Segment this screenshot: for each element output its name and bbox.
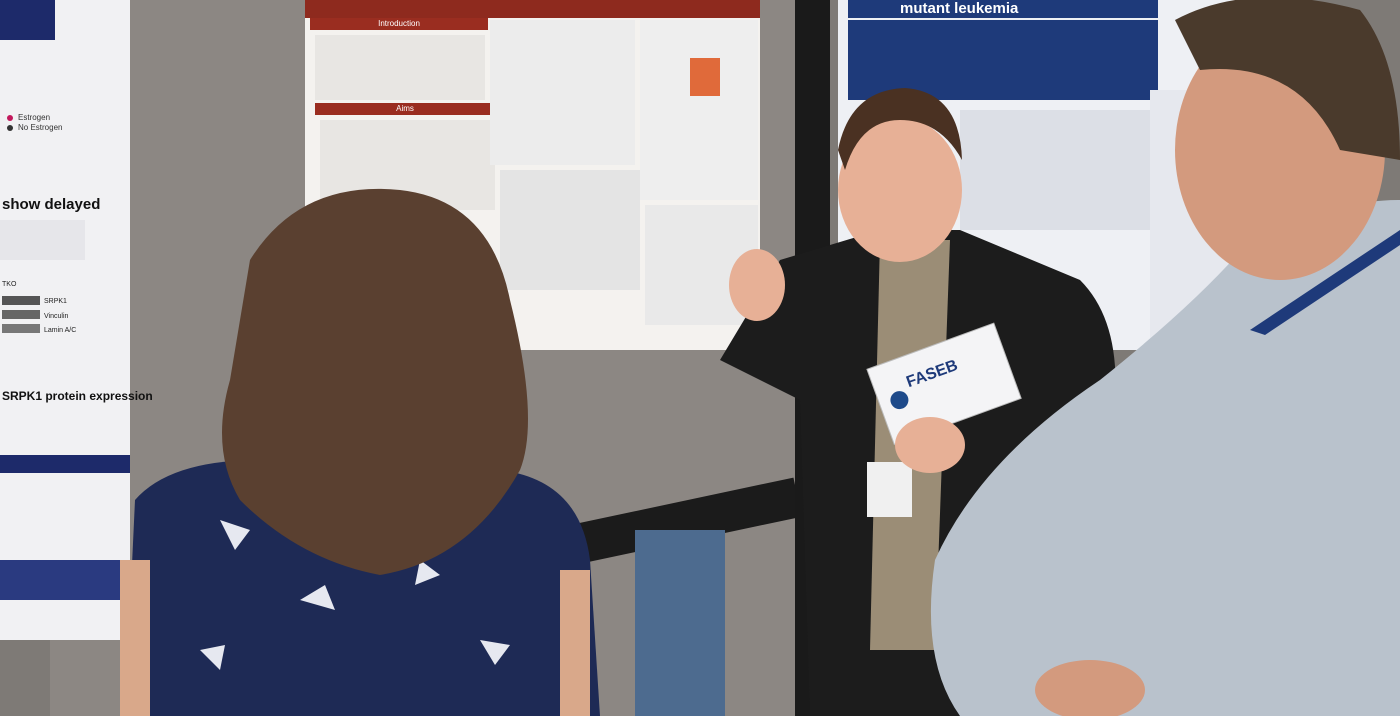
blot [2, 310, 40, 319]
section-title: Aims [396, 104, 414, 113]
section-bar [315, 103, 495, 115]
poster-band [0, 560, 130, 600]
section-title: Introduction [378, 19, 420, 28]
poster-band [0, 0, 55, 40]
legend-label: Estrogen [18, 113, 50, 122]
dress [125, 460, 600, 716]
arm [560, 570, 590, 716]
figure [960, 110, 1150, 230]
legend-dot [7, 125, 13, 131]
blot-row: Vinculin [44, 313, 68, 320]
poster-header [848, 0, 1158, 18]
folder-group: FASEB [866, 322, 1022, 446]
poster-section: SRPK1 protein expression [2, 389, 153, 403]
blot-row: Lamin A/C [44, 327, 76, 334]
hair [838, 88, 962, 170]
badge [867, 462, 912, 517]
figure [640, 20, 758, 200]
poster-heading: show delayed [2, 196, 100, 213]
logo-mark [890, 391, 909, 410]
poster-band [0, 455, 130, 473]
legs [635, 530, 725, 716]
blot [2, 324, 40, 333]
poster-header [305, 0, 760, 18]
text-block [0, 220, 85, 260]
blot-label: TKO [2, 281, 17, 288]
blot [2, 296, 40, 305]
hand [895, 417, 965, 473]
text-block [315, 35, 485, 100]
section-bar [310, 18, 488, 30]
hand [1035, 660, 1145, 716]
blot-row: SRPK1 [44, 298, 67, 305]
poster-title: mutant leukemia [900, 0, 1019, 17]
hand [729, 249, 785, 321]
folder [866, 322, 1022, 446]
shirt [930, 200, 1400, 716]
legend-label: No Estrogen [18, 123, 62, 132]
face [838, 118, 962, 262]
board-frame [578, 477, 802, 563]
figure [500, 170, 640, 290]
author-block [848, 20, 1158, 100]
legend-dot [7, 115, 13, 121]
dress-pattern [200, 520, 510, 670]
arm [120, 560, 150, 716]
left-poster [0, 0, 130, 640]
hair [222, 188, 528, 575]
heatmap [690, 58, 720, 96]
lanyard [1250, 230, 1400, 335]
hair [1175, 0, 1400, 160]
figure [490, 20, 635, 165]
